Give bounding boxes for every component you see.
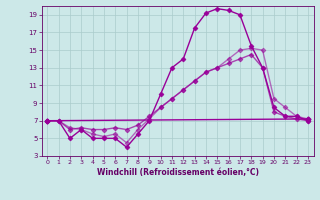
X-axis label: Windchill (Refroidissement éolien,°C): Windchill (Refroidissement éolien,°C) [97, 168, 259, 177]
